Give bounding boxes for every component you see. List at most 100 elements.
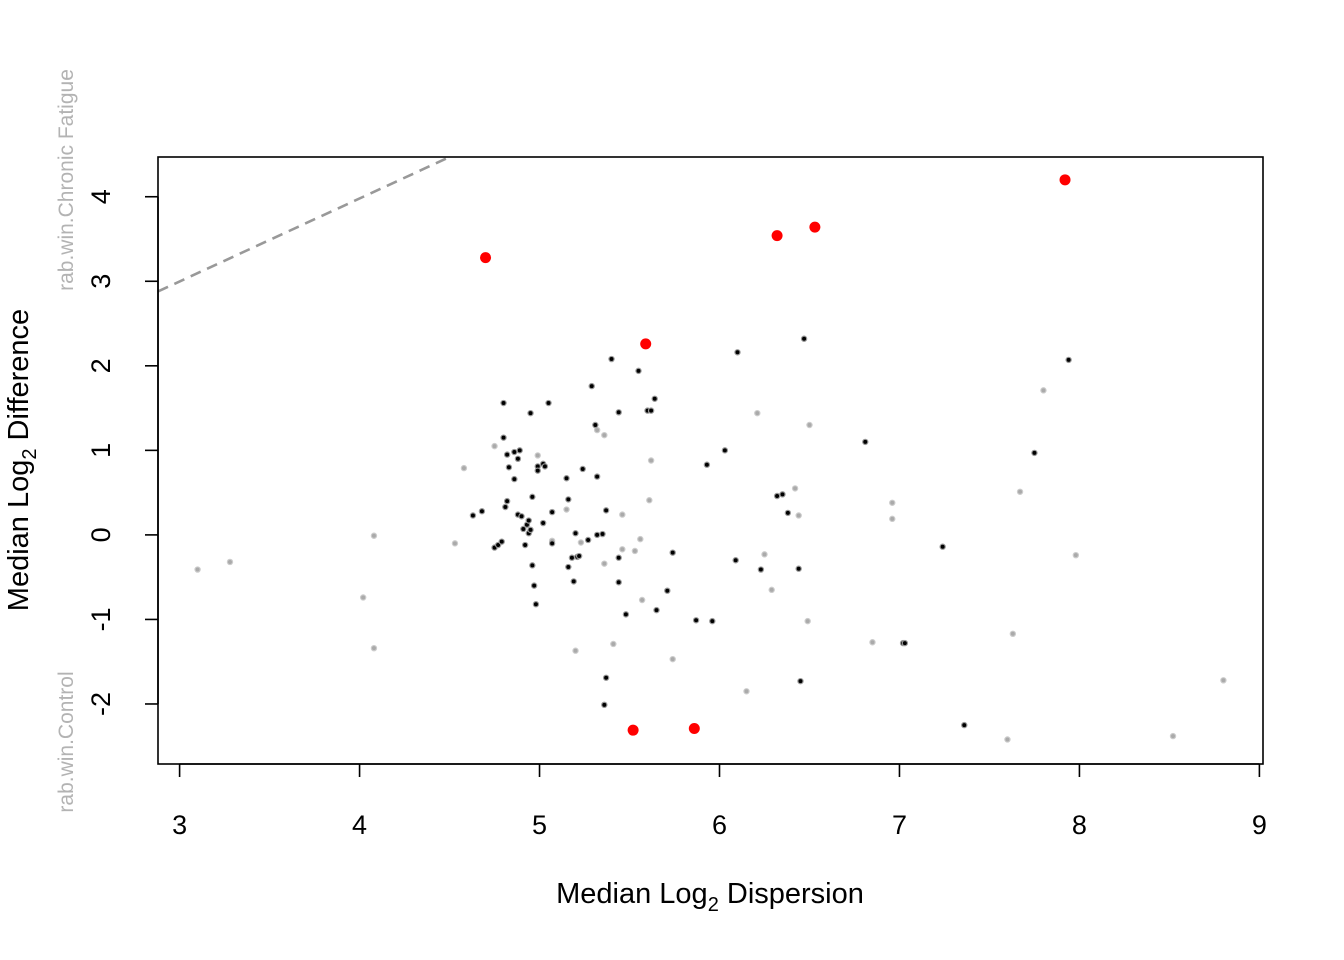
y-axis: -2 -1 0 1 2 3 4: [86, 189, 159, 716]
point-nonsignificant: [529, 493, 536, 501]
point-low-abundance: [359, 594, 367, 601]
point-nonsignificant: [565, 563, 572, 571]
point-low-abundance: [638, 596, 646, 604]
x-tick-label: 9: [1252, 810, 1267, 840]
point-nonsignificant: [503, 451, 511, 458]
x-axis: 3 4 5 6 7 8 9: [172, 763, 1267, 840]
point-significant: [480, 252, 492, 264]
point-nonsignificant: [514, 455, 522, 463]
point-low-abundance: [806, 421, 813, 429]
point-significant: [809, 221, 821, 233]
point-nonsignificant: [734, 349, 741, 356]
point-low-abundance: [646, 497, 653, 504]
point-nonsignificant: [500, 399, 507, 407]
point-nonsignificant: [615, 554, 622, 561]
point-nonsignificant: [1065, 356, 1072, 364]
y-tick-label: 2: [86, 358, 116, 373]
point-nonsignificant: [757, 566, 765, 573]
point-nonsignificant: [784, 509, 792, 517]
point-low-abundance: [795, 512, 802, 519]
point-nonsignificant: [779, 491, 786, 498]
point-nonsignificant: [530, 582, 538, 589]
point-nonsignificant: [588, 382, 595, 390]
y-tick-label: -2: [86, 692, 116, 716]
point-low-abundance: [194, 566, 201, 573]
x-tick-label: 5: [532, 810, 547, 840]
point-low-abundance: [743, 688, 750, 695]
point-low-abundance: [768, 586, 775, 594]
point-low-abundance: [869, 639, 876, 646]
effect-size-line: [157, 155, 451, 293]
point-low-abundance: [791, 485, 799, 492]
y-axis-title: Median Log2 Difference: [3, 309, 41, 611]
y-tick-label: 0: [86, 527, 116, 542]
point-nonsignificant: [602, 674, 610, 681]
y-tick-label: 4: [86, 189, 116, 204]
point-low-abundance: [1220, 677, 1227, 684]
point-nonsignificant: [518, 513, 525, 520]
point-nonsignificant: [901, 639, 909, 647]
point-nonsignificant: [1031, 449, 1038, 457]
point-nonsignificant: [703, 461, 711, 468]
point-nonsignificant: [520, 525, 527, 533]
point-low-abundance: [370, 644, 378, 652]
point-low-abundance: [647, 457, 655, 464]
point-low-abundance: [610, 640, 617, 648]
point-nonsignificant: [525, 517, 532, 524]
point-nonsignificant: [548, 540, 556, 547]
point-nonsignificant: [548, 508, 556, 516]
point-nonsignificant: [592, 421, 599, 429]
point-nonsignificant: [800, 335, 808, 342]
point-significant: [771, 230, 783, 242]
point-nonsignificant: [478, 508, 486, 515]
y-tick-label: 3: [86, 274, 116, 289]
point-nonsignificant: [503, 497, 511, 505]
point-low-abundance: [1004, 736, 1011, 743]
point-nonsignificant: [511, 448, 518, 456]
point-low-abundance: [669, 655, 676, 663]
x-tick-label: 6: [712, 810, 727, 840]
point-nonsignificant: [721, 447, 729, 454]
point-nonsignificant: [545, 399, 552, 407]
point-nonsignificant: [568, 554, 576, 561]
point-nonsignificant: [469, 512, 477, 519]
point-low-abundance: [1009, 630, 1017, 638]
point-low-abundance: [637, 535, 644, 543]
point-nonsignificant: [669, 549, 676, 556]
point-nonsignificant: [575, 552, 583, 560]
point-low-abundance: [491, 442, 498, 450]
point-low-abundance: [754, 409, 761, 417]
point-nonsignificant: [511, 475, 518, 483]
point-nonsignificant: [615, 579, 622, 586]
point-nonsignificant: [527, 526, 534, 534]
plot-frame: [157, 156, 1264, 765]
point-low-abundance: [601, 431, 608, 439]
point-nonsignificant: [570, 578, 577, 585]
point-nonsignificant: [579, 465, 586, 473]
point-nonsignificant: [529, 562, 536, 569]
point-nonsignificant: [709, 617, 716, 625]
point-nonsignificant: [622, 611, 630, 618]
x-tick-label: 7: [892, 810, 907, 840]
point-nonsignificant: [797, 677, 804, 685]
point-nonsignificant: [532, 601, 540, 608]
point-nonsignificant: [593, 473, 601, 480]
effect-line-layer: [157, 155, 451, 293]
point-nonsignificant: [500, 434, 507, 441]
point-low-abundance: [631, 547, 639, 555]
point-low-abundance: [1040, 387, 1047, 394]
point-nonsignificant: [608, 355, 615, 363]
point-nonsignificant: [732, 557, 739, 564]
point-nonsignificant: [653, 606, 660, 614]
point-low-abundance: [889, 499, 896, 506]
point-low-abundance: [601, 560, 608, 567]
point-low-abundance: [370, 532, 378, 539]
point-low-abundance: [593, 426, 601, 434]
point-nonsignificant: [602, 507, 610, 514]
y-tick-label: -1: [86, 607, 116, 631]
point-nonsignificant: [563, 475, 570, 482]
group-label-bottom: rab.win.Control: [55, 671, 78, 812]
point-nonsignificant: [593, 531, 601, 539]
point-low-abundance: [1016, 488, 1024, 495]
